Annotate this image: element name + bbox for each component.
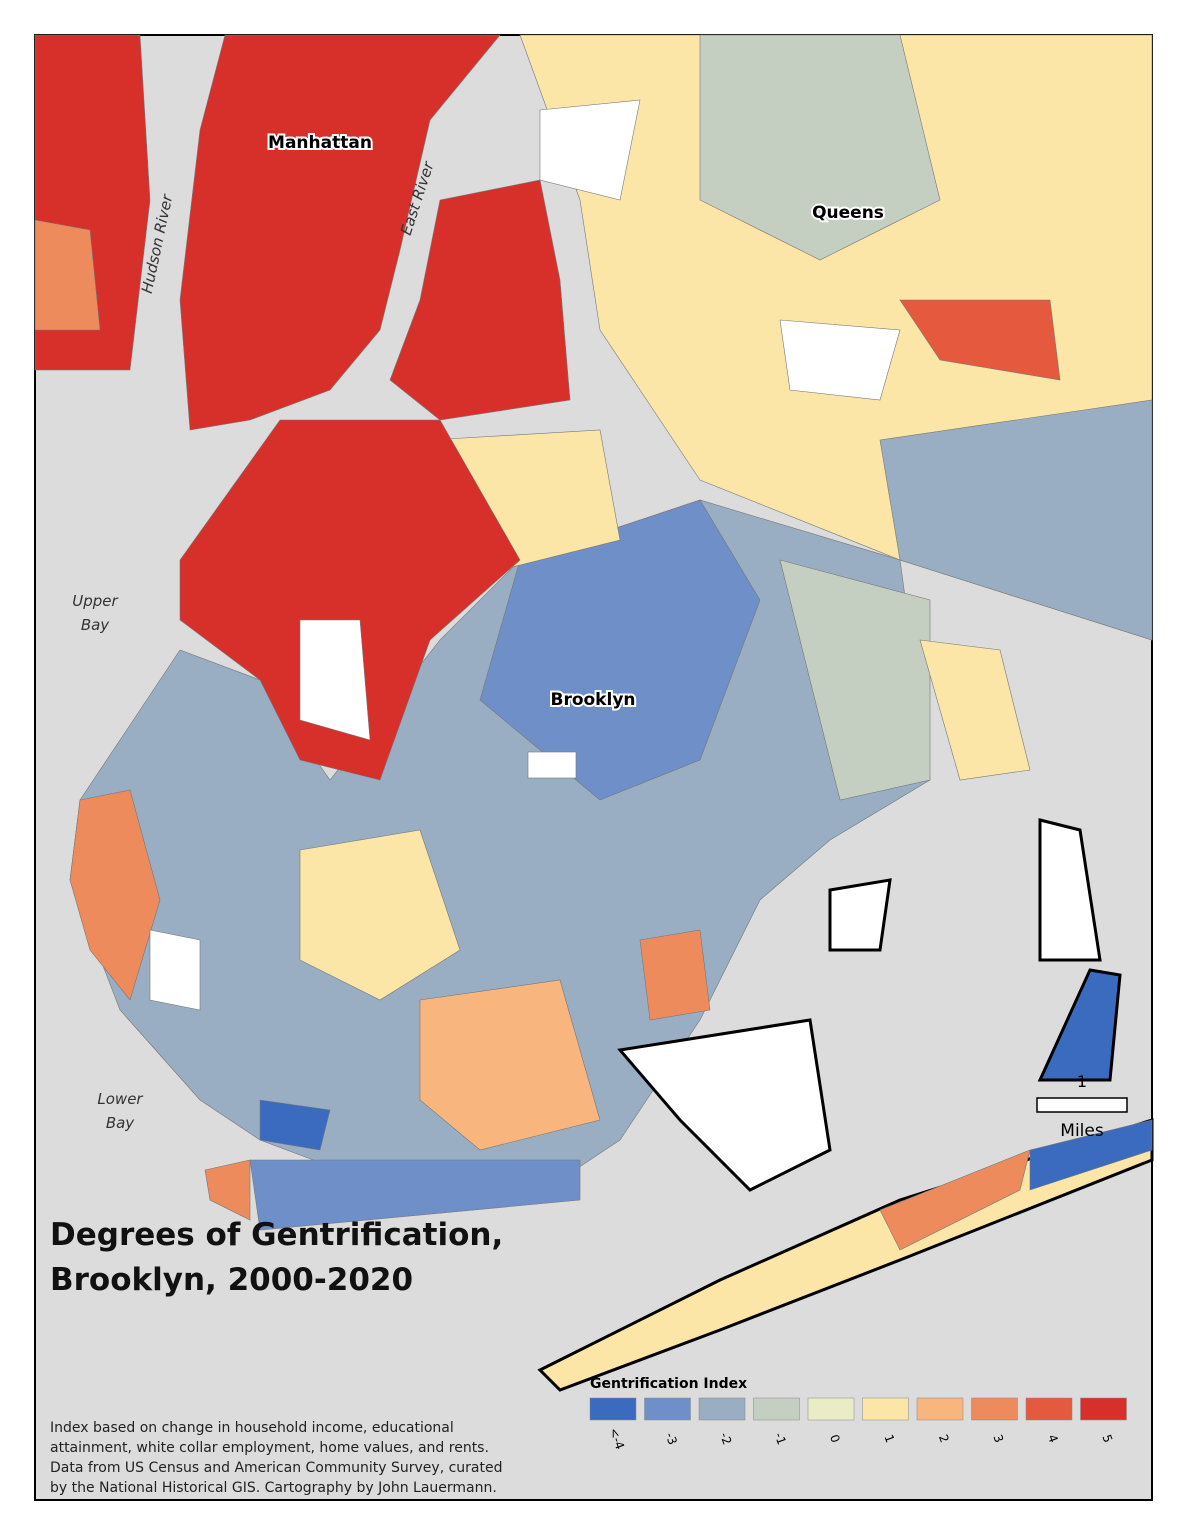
legend-swatch (1080, 1397, 1127, 1421)
water-label: Bay (106, 1114, 135, 1132)
region (699, 34, 941, 261)
region (259, 1099, 331, 1151)
region (204, 1159, 251, 1221)
legend-swatch (644, 1397, 691, 1421)
legend-swatch (971, 1397, 1018, 1421)
legend-swatch (862, 1397, 909, 1421)
region (34, 219, 101, 331)
excluded-area (527, 751, 577, 779)
legend-label: 2 (936, 1433, 952, 1445)
legend-swatch (589, 1397, 637, 1421)
place-label: Manhattan (268, 133, 372, 153)
place-label: Queens (812, 203, 884, 223)
water-label: Upper (72, 592, 118, 610)
region (879, 1149, 1031, 1251)
region (249, 1159, 581, 1231)
legend-label: 0 (827, 1433, 843, 1445)
legend-swatch (807, 1397, 855, 1421)
map-title: Brooklyn, 2000-2020 (50, 1262, 413, 1298)
excluded-area (539, 99, 641, 201)
region (899, 299, 1061, 381)
note-line: Data from US Census and American Communi… (50, 1460, 503, 1476)
region (779, 559, 931, 801)
legend-swatch (1025, 1397, 1073, 1421)
note-line: attainment, white collar employment, hom… (50, 1440, 489, 1456)
legend-label: -3 (663, 1431, 680, 1447)
legend-label: -1 (772, 1431, 789, 1447)
region (479, 499, 761, 801)
region (639, 929, 711, 1021)
island (1037, 968, 1122, 1082)
island (1038, 818, 1102, 962)
region (1029, 1119, 1153, 1191)
legend-label: 5 (1099, 1433, 1115, 1445)
note-line: Index based on change in household incom… (50, 1420, 454, 1436)
region (69, 789, 161, 1001)
legend-title: Gentrification Index (590, 1376, 747, 1392)
region (919, 639, 1031, 781)
water-label: Lower (97, 1090, 143, 1108)
place-label: Brooklyn (550, 690, 635, 710)
excluded-area (149, 929, 201, 1011)
island (617, 1018, 832, 1192)
region (419, 979, 601, 1151)
water-label: Bay (81, 616, 110, 634)
island (828, 878, 892, 952)
legend-swatch (916, 1397, 964, 1421)
scale-distance: 1 (1077, 1072, 1087, 1091)
scale-unit: Miles (1060, 1121, 1104, 1141)
region (879, 399, 1153, 641)
legend-label: 3 (990, 1433, 1006, 1445)
scale-bar (1036, 1097, 1128, 1113)
legend-label: -2 (717, 1431, 734, 1447)
legend-label: 4 (1045, 1433, 1061, 1445)
region (179, 419, 521, 781)
labels: Manhattan Queens Brooklyn Hudson River E… (50, 131, 1104, 1392)
map-title: Degrees of Gentrification, (50, 1217, 503, 1253)
note-line: by the National Historical GIS. Cartogra… (50, 1480, 497, 1496)
region (389, 179, 571, 421)
excluded-area (299, 619, 371, 741)
map-regions (34, 34, 1154, 1392)
region (179, 34, 501, 431)
excluded-area (779, 319, 901, 401)
legend-label: 1 (881, 1433, 897, 1445)
legend-swatch (698, 1397, 746, 1421)
region (299, 829, 461, 1001)
legend-swatch (753, 1397, 800, 1421)
